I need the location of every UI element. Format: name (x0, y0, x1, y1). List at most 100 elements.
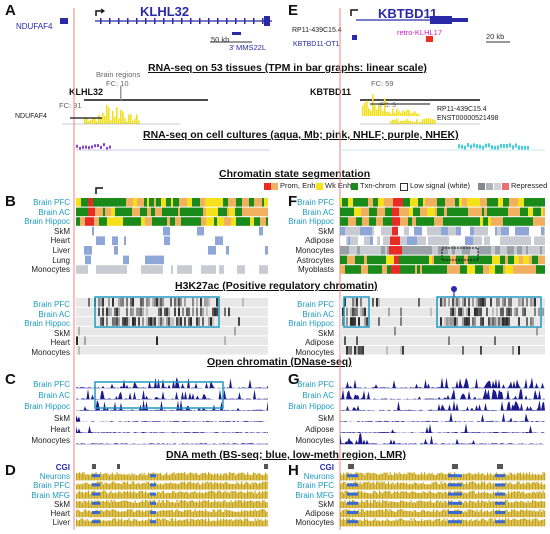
chrom-right-state-block (462, 246, 466, 255)
culture-bar-left (85, 145, 87, 149)
d-meth-bar (154, 520, 156, 527)
h3-left-signal (198, 317, 200, 326)
d-meth-bar (212, 509, 214, 518)
chrom-right-state-block (442, 198, 445, 207)
h-meth-bar (415, 492, 417, 499)
gene-label-retro-klhl17: retro-KLHL17 (397, 28, 443, 37)
culture-bar-right (500, 143, 502, 148)
chrom-left-state-block (197, 226, 204, 236)
h-meth-bar (538, 492, 540, 499)
chrom-right-state-block (500, 236, 503, 245)
d-meth-bar (106, 520, 108, 527)
chrom-right-state-block (495, 265, 503, 274)
d-meth-bar (137, 475, 139, 481)
h-meth-bar (472, 490, 474, 499)
h3-right-bg (340, 326, 545, 336)
chrom-left-state-block (253, 246, 260, 255)
d-meth-bar (119, 512, 121, 518)
chrom-right-state-block (479, 255, 485, 265)
d-meth-bar (157, 518, 159, 527)
d-meth-bar (100, 501, 102, 508)
chrom-left-state-block (257, 207, 260, 217)
d-meth-bar (181, 491, 183, 499)
h-meth-bar (496, 520, 498, 527)
panel-letter-a: A (5, 2, 16, 19)
h3-right-signal (462, 298, 464, 307)
d-meth-bar (119, 501, 121, 508)
h3-left-signal (152, 317, 154, 326)
chrom-right-state-block (491, 246, 495, 255)
rna-bar-left (136, 114, 138, 124)
h-meth-bar (431, 482, 433, 490)
h-meth-bar (406, 474, 408, 481)
chrom-right-state-block (360, 246, 367, 255)
h3-left-signal (116, 307, 118, 317)
d-meth-bar (89, 521, 91, 527)
chrom-right-state-block (419, 255, 424, 265)
h-meth-bar (340, 472, 342, 481)
d-meth-bar (107, 520, 109, 527)
chrom-left-state-block (128, 246, 132, 255)
chrom-right-state-block (377, 207, 385, 217)
d-meth-bar (194, 509, 196, 518)
d-meth-bar (235, 499, 237, 508)
h3-left-signal (214, 307, 216, 317)
h-meth-bar (368, 502, 370, 508)
h-meth-bar (392, 501, 394, 508)
chrom-left-state-block (216, 246, 218, 255)
h-meth-bar (346, 518, 348, 527)
chrom-right-state-block (509, 198, 511, 207)
chrom-right-state-block (365, 198, 368, 207)
chrom-right-state-block (526, 198, 529, 207)
chrom-left-state-block (160, 255, 164, 265)
h3-left-signal (118, 317, 120, 326)
h-meth-bar (415, 510, 417, 518)
d-meth-bar (146, 474, 148, 481)
d-meth-bar (193, 519, 195, 527)
h-meth-bar (484, 481, 486, 490)
rna-bar-right (408, 110, 410, 116)
d-meth-bar (265, 510, 267, 518)
chrom-left-state-block (111, 265, 117, 274)
d-meth-bar (127, 474, 129, 481)
label-b-lung: Lung (52, 255, 70, 265)
chrom-left-state-block (140, 207, 142, 217)
h-meth-bar (358, 490, 360, 499)
d-meth-bar (116, 520, 118, 527)
h-meth-bar (514, 484, 516, 490)
h-meth-bar (374, 490, 376, 499)
chrom-left-state-block (170, 255, 175, 265)
h3-right-signal (458, 298, 460, 307)
culture-bar-left (103, 143, 105, 147)
d-meth-bar (172, 491, 174, 499)
d-meth-bar (100, 481, 102, 490)
d-meth-bar (113, 493, 115, 499)
h-meth-bar (529, 492, 531, 499)
h-meth-bar (394, 484, 396, 490)
chrom-left-state-block (103, 207, 105, 217)
h-meth-bar (371, 510, 373, 518)
d-meth-bar (187, 510, 189, 518)
chrom-left-state-block (162, 207, 170, 217)
d-meth-bar (143, 472, 145, 481)
d-meth-bar (119, 519, 121, 527)
rna-bar-right (394, 112, 396, 116)
h-meth-bar (385, 509, 387, 518)
h-meth-bar (407, 502, 409, 508)
h-meth-bar (391, 501, 393, 508)
d-meth-bar (166, 493, 168, 499)
d-meth-bar (140, 490, 142, 499)
d-meth-bar (88, 500, 90, 508)
chrom-right-state-block (385, 217, 392, 226)
h-meth-bar (526, 502, 528, 508)
d-meth-bar (134, 483, 136, 490)
chrom-right-state-block (495, 246, 500, 255)
d-meth-bar (128, 501, 130, 508)
chrom-left-state-block (127, 265, 132, 274)
label-c-brain-ac: Brain AC (38, 391, 70, 401)
h-meth-bar (380, 473, 382, 481)
h-meth-bar (410, 491, 412, 499)
d-meth-bar (224, 482, 226, 490)
h-meth-bar (352, 483, 354, 490)
chrom-right-state-block (426, 236, 428, 245)
